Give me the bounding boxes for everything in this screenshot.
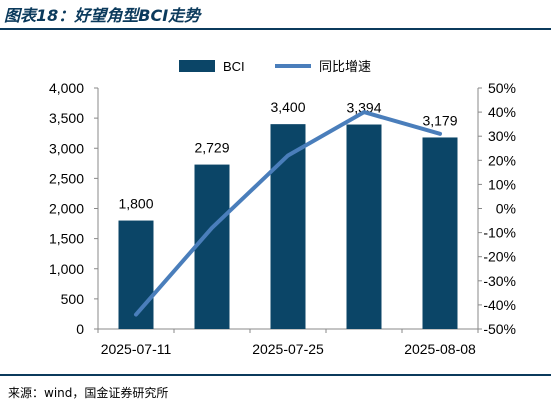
x-tick-label: 2025-07-11 xyxy=(101,341,172,357)
line-point-yoy xyxy=(287,154,289,156)
right-tick-label: -20% xyxy=(483,249,516,265)
chart-area: BCI 同比增速 0 500 1,000 1,500 2,000 2,500 3,000 3,… xyxy=(0,34,551,370)
line-group xyxy=(134,110,442,317)
right-tick-label: -50% xyxy=(483,321,516,337)
line-point-yoy xyxy=(363,111,365,113)
bar-bci xyxy=(270,124,306,330)
title-divider xyxy=(0,28,551,30)
right-tick-label: -30% xyxy=(483,273,516,289)
right-tick-label: -40% xyxy=(483,297,516,313)
bar-data-label: 1,800 xyxy=(118,196,153,212)
left-tick-label: 500 xyxy=(61,291,85,307)
legend-swatch-bci xyxy=(179,60,215,72)
left-tick-label: 1,000 xyxy=(49,261,84,277)
bar-data-label: 3,394 xyxy=(346,100,381,116)
bar-data-label: 3,400 xyxy=(270,99,305,115)
x-tick-label: 2025-08-08 xyxy=(404,341,476,357)
bar-data-label: 3,179 xyxy=(422,112,457,128)
bar-data-label: 2,729 xyxy=(194,140,229,156)
right-tick-label: 20% xyxy=(488,152,516,168)
right-tick-label: 0% xyxy=(496,201,516,217)
x-tick-label: 2025-07-25 xyxy=(252,341,324,357)
line-point-yoy xyxy=(135,314,137,316)
legend-label-bci: BCI xyxy=(223,59,245,74)
left-tick-label: 3,500 xyxy=(49,110,84,126)
line-point-yoy xyxy=(211,227,213,229)
left-tick-label: 2,500 xyxy=(49,170,84,186)
footer-divider xyxy=(0,374,551,376)
left-tick-label: 3,000 xyxy=(49,140,84,156)
chart-axes: 0 500 1,000 1,500 2,000 2,500 3,000 3,500 4,000 -… xyxy=(49,80,516,357)
left-tick-label: 4,000 xyxy=(49,80,84,96)
source-note: 来源：wind，国金证券研究所 xyxy=(8,386,169,400)
left-tick-label: 1,500 xyxy=(49,231,84,247)
bar-bci xyxy=(422,137,458,329)
bci-chart: BCI 同比增速 0 500 1,000 1,500 2,000 2,500 3,000 3,… xyxy=(49,59,516,357)
right-tick-label: 40% xyxy=(488,104,516,120)
chart-title: 图表18：好望角型BCI走势 xyxy=(4,6,201,25)
right-tick-label: 30% xyxy=(488,128,516,144)
bars-group: 1,800 2,729 3,400 3,394 3,179 xyxy=(118,99,458,330)
right-tick-label: 50% xyxy=(488,80,516,96)
bar-bci xyxy=(194,164,230,329)
chart-legend: BCI 同比增速 xyxy=(179,59,371,74)
bar-bci xyxy=(346,124,382,329)
legend-label-yoy: 同比增速 xyxy=(319,59,371,74)
right-tick-label: 10% xyxy=(488,176,516,192)
left-tick-label: 2,000 xyxy=(49,201,84,217)
bar-bci xyxy=(118,220,154,329)
line-point-yoy xyxy=(439,133,441,135)
left-tick-label: 0 xyxy=(76,321,84,337)
right-tick-label: -10% xyxy=(483,225,516,241)
